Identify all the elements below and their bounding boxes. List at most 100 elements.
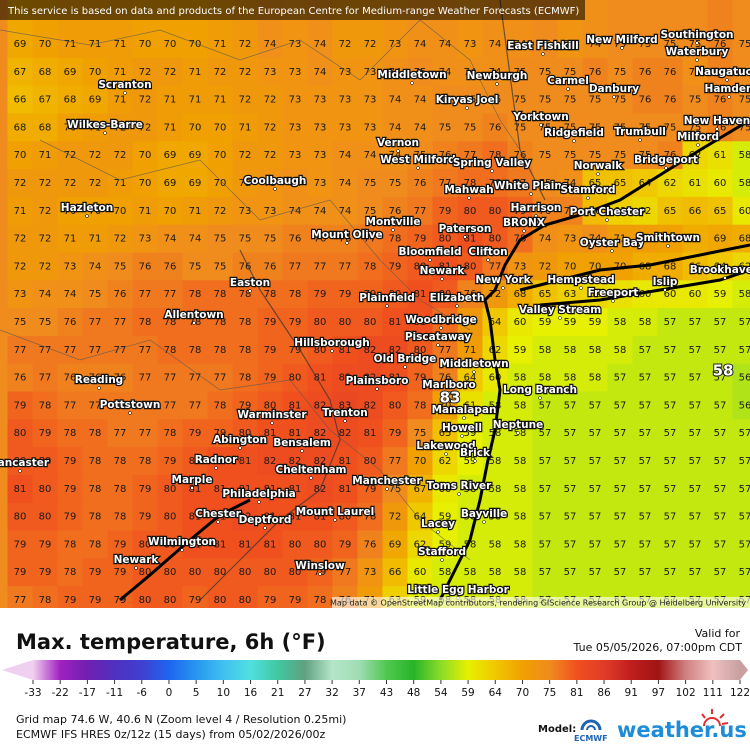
grid-cell [432,419,458,448]
notice-bar [0,0,585,20]
grid-cell [32,57,58,87]
grid-cell [582,252,608,281]
grid-cell [407,252,433,281]
grid-value: 72 [239,67,252,78]
grid-value: 56 [739,400,750,411]
grid-cell [457,196,483,226]
grid-value: 71 [64,234,77,245]
city-label: Newark [420,265,466,277]
grid-value: 80 [14,456,27,467]
city-label: Smithtown [636,232,700,244]
city-label: Newark [114,554,160,566]
grid-cell [682,502,708,531]
grid-value: 72 [239,150,252,161]
grid-value: 78 [264,289,277,300]
notice: This service is based on data and produc… [7,6,579,17]
grid-cell [632,0,658,59]
legend-label: 59 [461,687,474,699]
grid-cell [357,558,383,587]
grid-cell [282,363,308,392]
grid-value: 68 [64,95,77,106]
grid-value: 80 [39,484,52,495]
city-dot [482,520,486,524]
grid-value: 78 [214,289,227,300]
grid-value: 61 [614,289,627,300]
grid-cell [107,558,133,587]
city-label: Little Egg Harbor [407,584,509,596]
grid-cell [282,530,308,559]
grid-value: 78 [114,456,127,467]
grid-value: 58 [739,289,750,300]
grid-cell [557,141,583,170]
grid-value: 60 [514,317,527,328]
grid-value: 77 [64,345,77,356]
grid-value: 76 [489,122,502,133]
grid-cell [82,474,108,504]
grid-cell [107,280,133,309]
grid-value: 77 [89,400,102,411]
grid-value: 75 [239,234,252,245]
grid-value: 79 [64,484,77,495]
grid-value: 69 [64,67,77,78]
grid-cell [632,85,658,114]
grid-value: 73 [139,234,152,245]
legend: -33 -22 -17 -11 -6 0 5 10 16 21 27 32 37 43 48 54 59 64 70… [2,660,750,699]
grid-value: 60 [414,567,427,578]
grid-value: 58 [589,373,602,384]
grid-cell [682,0,708,59]
city-dot [516,431,520,435]
grid-cell [282,391,308,420]
city-dot [385,487,389,491]
grid-value: 75 [564,67,577,78]
grid-cell [657,335,683,365]
city-dot [455,304,459,308]
grid-value: 80 [164,512,177,523]
city-dot [103,131,107,135]
grid-cell [657,57,683,87]
grid-value: 75 [214,261,227,272]
grid-value: 71 [114,95,127,106]
grid-cell [407,530,433,559]
grid-cell [532,363,558,392]
city-label: New Haven [684,115,750,127]
city-label: Elizabeth [430,292,485,304]
grid-value: 74 [414,122,427,133]
grid-cell [57,391,83,420]
grid-value: 58 [614,345,627,356]
grid-cell [407,113,433,142]
grid-cell [7,252,33,281]
grid-cell [507,363,533,392]
grid-cell [732,530,750,559]
grid-cell [207,419,233,448]
city-label: Hempstead [547,274,614,286]
grid-value: 73 [289,95,302,106]
grid-cell [707,391,733,420]
grid-value: 74 [514,39,527,50]
grid-cell [232,141,258,170]
grid-cell [432,224,458,253]
grid-value: 75 [739,122,750,133]
city-label: Waterbury [666,46,729,58]
grid-value: 72 [239,178,252,189]
grid-cell [307,113,333,142]
grid-value: 57 [614,400,627,411]
grid-value: 73 [289,122,302,133]
grid-value: 81 [314,373,327,384]
city-label: Spring Valley [453,157,531,169]
grid-cell [532,391,558,420]
grid-value: 75 [664,122,677,133]
grid-cell [707,447,733,476]
grid-cell [732,0,750,59]
grid-cell [107,141,133,170]
grid-value: 79 [289,317,302,328]
grid-value: 74 [289,206,302,217]
grid-value: 57 [614,512,627,523]
legend-label: 10 [217,687,230,699]
grid-value: 73 [314,178,327,189]
grid-value: 70 [39,39,52,50]
grid-cell [282,57,308,87]
grid-cell [357,447,383,476]
grid-value: 72 [89,178,102,189]
grid-cell [557,224,583,253]
city-label: Mount Laurel [296,506,374,518]
